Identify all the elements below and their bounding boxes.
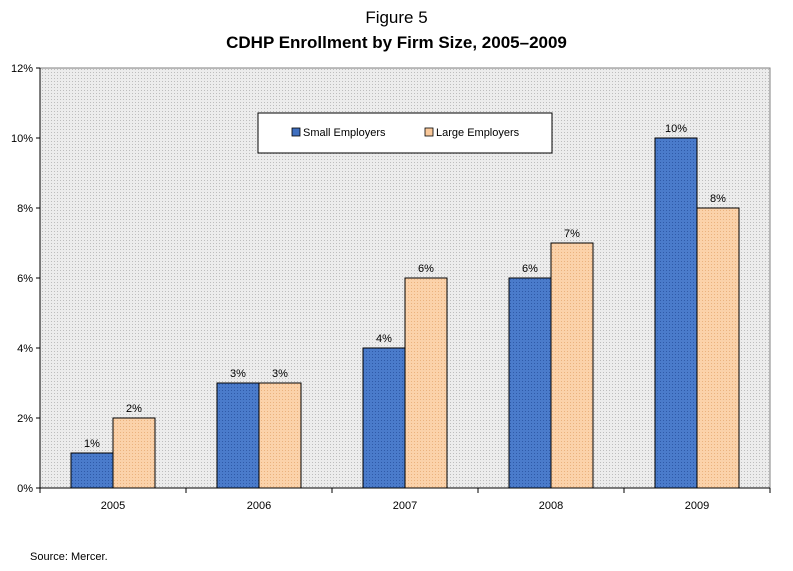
bar-chart: 0% 2% 4% 6% 8% 10% 12% 2005 2006 2007 2008 2009 1% 2… <box>11 63 771 512</box>
bar-large-employers <box>404 277 448 489</box>
legend-label-small: Small Employers <box>303 127 386 139</box>
x-tick-label: 2009 <box>685 500 709 512</box>
data-label: 7% <box>564 228 580 240</box>
bar-small-employers <box>216 382 260 489</box>
bar-small-employers <box>508 277 552 489</box>
y-tick-label: 0% <box>17 483 33 495</box>
bar-large-employers <box>550 242 594 489</box>
x-tick-label: 2005 <box>101 500 125 512</box>
bar-large-employers <box>258 382 302 489</box>
legend-box <box>257 112 553 154</box>
chart-title: CDHP Enrollment by Firm Size, 2005–2009 <box>226 33 567 52</box>
data-label: 6% <box>522 263 538 275</box>
bar-large-employers <box>112 417 156 489</box>
data-label: 1% <box>84 438 100 450</box>
x-tick-label: 2006 <box>247 500 271 512</box>
bar-large-employers <box>696 207 740 489</box>
figure-label: Figure 5 <box>365 8 428 27</box>
data-label: 10% <box>665 123 687 135</box>
data-label: 3% <box>230 368 246 380</box>
source-note: Source: Mercer. <box>30 551 108 563</box>
x-tick-label: 2007 <box>393 500 417 512</box>
bar-small-employers <box>70 452 114 489</box>
y-tick-label: 12% <box>11 63 33 75</box>
data-label: 6% <box>418 263 434 275</box>
y-tick-label: 2% <box>17 413 33 425</box>
y-tick-label: 6% <box>17 273 33 285</box>
data-label: 2% <box>126 403 142 415</box>
y-tick-label: 10% <box>11 133 33 145</box>
legend-swatch-small <box>291 127 301 137</box>
bar-small-employers <box>654 137 698 489</box>
data-label: 8% <box>710 193 726 205</box>
legend-swatch-large <box>424 127 434 137</box>
x-tick-label: 2008 <box>539 500 563 512</box>
y-tick-label: 4% <box>17 343 33 355</box>
data-label: 3% <box>272 368 288 380</box>
data-label: 4% <box>376 333 392 345</box>
bar-small-employers <box>362 347 406 489</box>
legend-label-large: Large Employers <box>436 127 520 139</box>
y-tick-label: 8% <box>17 203 33 215</box>
legend: Small Employers Large Employers <box>257 112 553 154</box>
